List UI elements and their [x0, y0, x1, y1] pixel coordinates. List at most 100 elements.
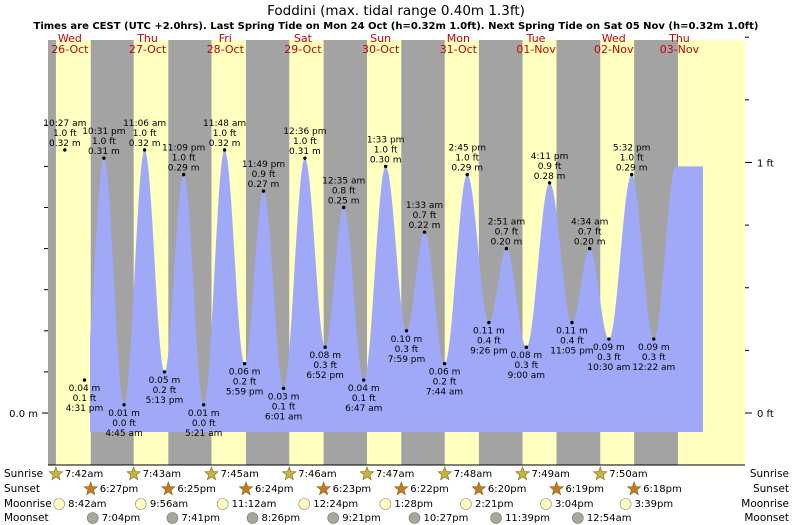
tide-point: [422, 230, 427, 234]
tide-time-label: 1:33 am: [406, 201, 443, 211]
row-label-right: Sunrise: [750, 468, 789, 480]
day-label-dow: Sun: [370, 32, 391, 45]
tide-time-label: 11:48 am: [203, 119, 246, 129]
tide-ft-label: 0.9 ft: [538, 162, 562, 172]
day-label-dow: Sat: [294, 32, 313, 45]
tide-labels: 10:27 am1.0 ft0.32 m0.04 m0.1 ft4:31 pm1…: [43, 119, 675, 439]
moonrise-icon: [379, 498, 392, 510]
tide-point: [404, 329, 409, 333]
row-label-left: Sunrise: [4, 468, 43, 480]
row-label-left: Moonrise: [4, 498, 52, 510]
sunset-time: 6:22pm: [410, 484, 449, 495]
tide-point: [341, 205, 346, 210]
tide-ft-label: 0.3 ft: [642, 353, 666, 363]
tide-m-label: 0.20 m: [491, 238, 523, 248]
moonset-time: 9:21pm: [342, 513, 381, 524]
sunrise-time: 7:47am: [376, 469, 414, 480]
day-label-dow: Mon: [447, 32, 470, 45]
row-label-right: Moonrise: [741, 498, 789, 510]
tide-m-label: 0.30 m: [370, 155, 402, 165]
day-label-date: 27-Oct: [129, 43, 167, 56]
moonrise-time: 11:12am: [232, 499, 277, 510]
sunset-icon: [160, 481, 176, 496]
tide-point: [465, 172, 469, 177]
tide-m-label: 0.29 m: [168, 164, 200, 174]
tide-point: [261, 189, 266, 193]
tide-time-label: 11:09 pm: [162, 144, 205, 154]
moonrise-icon: [460, 498, 472, 510]
tide-m-label: 0.06 m: [229, 368, 261, 378]
tide-time-label: 11:05 pm: [550, 347, 593, 357]
tide-ft-label: 0.3 ft: [514, 361, 538, 371]
tide-point: [142, 148, 147, 152]
tide-m-label: 0.31 m: [88, 147, 120, 157]
tide-point: [570, 320, 574, 325]
tide-point: [442, 361, 447, 366]
tide-point: [181, 172, 186, 177]
sunrise-time: 7:43am: [143, 469, 181, 480]
moonset-icon: [86, 512, 99, 524]
sunset-icon: [83, 481, 99, 496]
tide-time-label: 4:45 am: [105, 429, 142, 439]
tide-m-label: 0.08 m: [511, 351, 543, 361]
tide-curve-area: [90, 150, 703, 432]
tide-m-label: 0.11 m: [556, 327, 588, 337]
tide-m-label: 0.03 m: [268, 392, 300, 402]
moonset-time: 7:41pm: [181, 513, 220, 524]
sunrise-time: 7:49am: [532, 469, 570, 480]
tide-ft-label: 1.0 ft: [53, 129, 77, 139]
moonrise-icon: [135, 498, 147, 510]
tide-ft-label: 0.3 ft: [597, 353, 621, 363]
tide-time-label: 12:36 pm: [283, 127, 326, 137]
tide-m-label: 0.22 m: [409, 221, 441, 231]
sunset-icon: [626, 481, 642, 496]
tide-ft-label: 0.1 ft: [73, 394, 97, 404]
tide-m-label: 0.27 m: [248, 180, 280, 190]
sun-moon-rows: Sunrise Sunrise Sunset Sunset Moonrise Moonri…: [4, 466, 789, 524]
day-label-date: 30-Oct: [362, 43, 400, 56]
sunset-icon: [316, 481, 332, 496]
tide-m-label: 0.32 m: [129, 139, 161, 149]
tide-ft-label: 0.2 ft: [233, 378, 257, 388]
tide-m-label: 0.04 m: [348, 384, 380, 394]
row-label-right: Moonset: [744, 512, 789, 524]
tide-time-label: 12:35 am: [322, 177, 365, 187]
tide-ft-label: 1.0 ft: [374, 145, 398, 155]
sunrise-icon: [592, 466, 608, 481]
sunrise-icon: [48, 466, 64, 481]
tide-point: [82, 378, 87, 382]
tide-time-label: 10:27 am: [43, 119, 86, 129]
tide-ft-label: 1.0 ft: [92, 137, 116, 147]
moonrise-time: 3:04pm: [555, 499, 594, 510]
moonset-icon: [327, 512, 340, 524]
moonrise-icon: [619, 498, 632, 510]
day-label-dow: Tue: [526, 32, 546, 45]
tide-point: [162, 370, 167, 374]
tide-m-label: 0.32 m: [209, 139, 241, 149]
sunrise-time: 7:50am: [609, 469, 647, 480]
day-label-dow: Thu: [136, 32, 158, 45]
sunrise-icon: [437, 466, 453, 481]
moonrise-time: 3:39pm: [635, 499, 674, 510]
moonrise-time: 8:42am: [68, 499, 106, 510]
tide-point: [587, 246, 592, 251]
moonrise-time: 2:21pm: [475, 499, 514, 510]
moonrise-icon: [298, 498, 311, 510]
tide-m-label: 0.05 m: [149, 376, 181, 386]
tide-m-label: 0.10 m: [391, 335, 423, 345]
tide-ft-label: 1.0 ft: [620, 154, 644, 164]
tide-point: [281, 386, 286, 391]
day-label-date: 28-Oct: [207, 43, 245, 56]
sunset-time: 6:18pm: [643, 484, 682, 495]
day-label-dow: Wed: [58, 32, 82, 45]
tide-time-label: 6:47 am: [345, 404, 382, 414]
moonrise-icon: [216, 498, 229, 510]
sunset-icon: [238, 481, 254, 496]
day-label-date: 03-Nov: [660, 43, 700, 56]
tide-ft-label: 0.2 ft: [153, 386, 177, 396]
tide-time-label: 2:45 pm: [448, 144, 486, 154]
tide-time-label: 5:13 pm: [146, 396, 184, 406]
tide-point: [652, 337, 656, 341]
moonrise-icon: [540, 498, 552, 510]
day-label-date: 29-Oct: [284, 43, 322, 56]
